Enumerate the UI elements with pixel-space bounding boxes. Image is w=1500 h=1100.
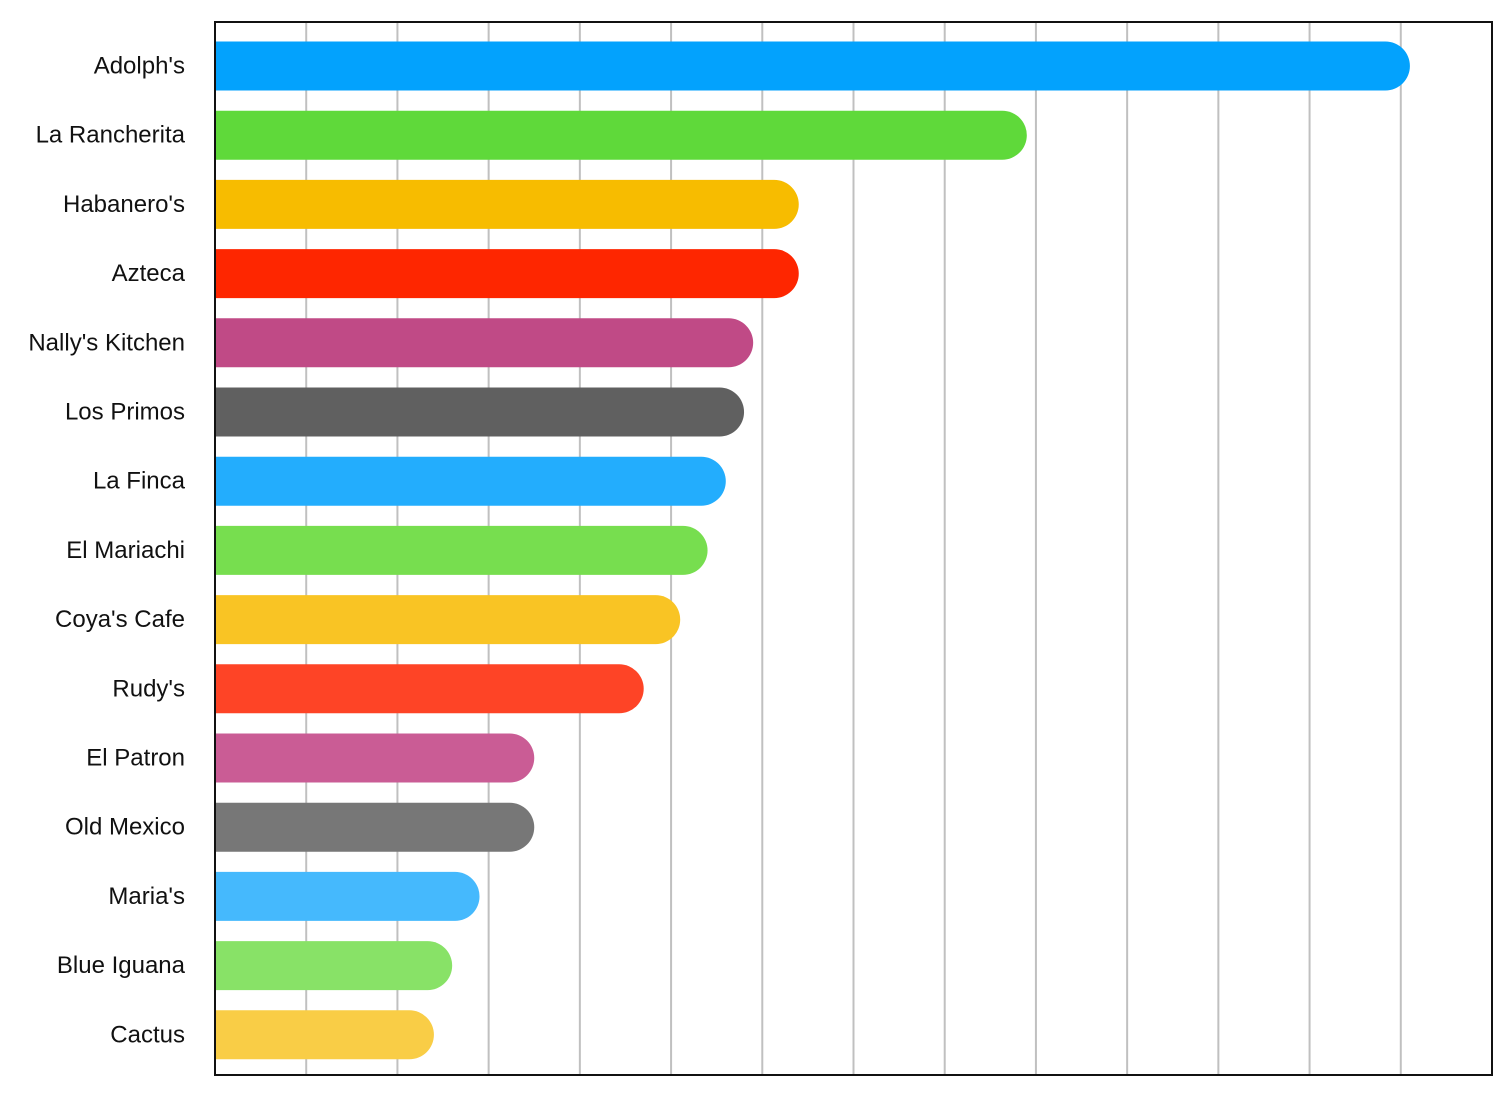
bar-4 (216, 249, 799, 299)
bar-5 (216, 318, 754, 368)
plot-frame (214, 21, 1493, 1076)
category-labels: Adolph's La Rancherita Habanero's Azteca Nal… (28, 53, 185, 1049)
bars (216, 41, 1410, 1060)
bar-12 (216, 802, 535, 852)
bar-8 (216, 525, 708, 575)
bar-14 (216, 941, 453, 991)
category-label-3: Habanero's (63, 191, 185, 218)
bar-7 (216, 456, 726, 506)
category-label-4: Azteca (112, 260, 186, 287)
bar-3 (216, 179, 799, 229)
category-label-13: Maria's (108, 883, 185, 910)
category-label-14: Blue Iguana (57, 952, 186, 979)
category-label-6: Los Primos (65, 399, 185, 426)
category-label-12: Old Mexico (65, 814, 185, 841)
category-label-1: Adolph's (94, 53, 185, 80)
category-label-15: Cactus (110, 1021, 185, 1048)
bar-10 (216, 664, 644, 714)
bar-11 (216, 733, 535, 783)
bar-13 (216, 871, 480, 921)
bar-2 (216, 110, 1027, 160)
category-label-11: El Patron (86, 745, 185, 772)
category-label-9: Coya's Cafe (55, 606, 185, 633)
category-label-7: La Finca (93, 468, 186, 495)
bar-6 (216, 387, 745, 437)
category-label-5: Nally's Kitchen (28, 329, 185, 356)
category-label-10: Rudy's (112, 675, 185, 702)
bar-1 (216, 41, 1410, 91)
bar-15 (216, 1010, 434, 1060)
bar-9 (216, 595, 681, 645)
category-label-2: La Rancherita (36, 122, 186, 149)
category-label-8: El Mariachi (66, 537, 185, 564)
